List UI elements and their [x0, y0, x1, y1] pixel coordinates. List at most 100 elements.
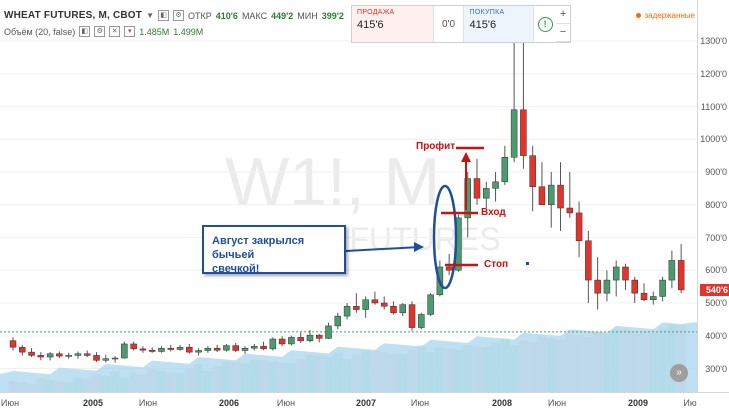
time-tick-label: Июн — [138, 398, 158, 408]
remove-volume-icon[interactable]: ✕ — [109, 26, 121, 37]
time-tick-label: Июн — [410, 398, 430, 408]
gear-icon[interactable]: ⚙ — [173, 10, 185, 21]
buy-label: ПОКУПКА — [469, 9, 505, 16]
info-button[interactable]: ! — [534, 6, 556, 42]
candle-down — [566, 207, 574, 214]
open-label: ОТКР — [188, 10, 212, 21]
hide-volume-icon[interactable]: ◧ — [79, 26, 91, 37]
candle-up — [223, 345, 230, 351]
candle-down — [390, 306, 397, 314]
candle-up — [204, 347, 212, 351]
callout-arrow — [345, 246, 421, 252]
symbol-title[interactable]: WHEAT FUTURES, M, CBOT — [4, 10, 143, 21]
candle-up — [306, 334, 314, 341]
candle-up — [650, 296, 657, 300]
price-tick-label: 400'0 — [705, 330, 727, 341]
candle-up — [158, 347, 165, 352]
watermark-symbol: W1!, M — [225, 144, 440, 220]
candle-down — [408, 304, 416, 328]
time-tick-label: Июн — [547, 398, 567, 408]
candle-up — [241, 347, 249, 351]
delayed-status: задержанные — [636, 11, 695, 20]
chart-legend: WHEAT FUTURES, M, CBOT ▼ ◧ ⚙ ОТКР 410'6 … — [0, 0, 360, 40]
price-tick-label: 300'0 — [705, 363, 727, 374]
delayed-label: задержанные — [644, 11, 695, 20]
chevron-down-icon[interactable]: ▼ — [146, 11, 155, 20]
trade-widget: ПРОДАЖА 415'6 0'0 ПОКУПКА 415'6 ! + − — [351, 5, 571, 43]
candle-down — [520, 109, 527, 156]
candle-down — [278, 338, 286, 345]
volume-layer — [0, 322, 697, 392]
candle-up — [603, 279, 611, 294]
candle-down — [677, 260, 685, 291]
candle-down — [371, 299, 379, 304]
sell-button[interactable]: ПРОДАЖА 415'6 — [352, 6, 434, 42]
candles-layer — [9, 21, 685, 363]
last-price-tag: 540'6 — [700, 283, 729, 296]
candle-up — [547, 184, 555, 206]
price-axis[interactable]: 300'0 400'0 500'0 600'0 700'0 800'0 900'0 1000'… — [697, 0, 729, 392]
entry-label: Вход — [481, 207, 506, 218]
marker-dot — [526, 262, 529, 265]
candle-down — [557, 184, 564, 209]
candle-up — [325, 325, 332, 339]
candle-down — [167, 347, 175, 350]
callout-box: Август закрылся бычьей свечкой! — [202, 225, 346, 275]
candle-up — [362, 299, 369, 310]
time-tick-label: 2005 — [82, 398, 104, 408]
candle-up — [492, 181, 499, 189]
candle-up — [46, 353, 54, 358]
stop-label: Стоп — [484, 259, 509, 270]
candle-down — [139, 348, 147, 351]
hide-icon[interactable]: ◧ — [158, 10, 170, 21]
quantity-plus-button[interactable]: + — [556, 6, 570, 24]
candle-up — [74, 353, 82, 356]
quantity-minus-button[interactable]: − — [556, 24, 570, 42]
price-tick-label: 700'0 — [705, 232, 727, 243]
candle-up — [399, 304, 407, 314]
callout-arrowhead-icon — [414, 242, 424, 252]
candle-down — [622, 266, 629, 281]
symbol-row: WHEAT FUTURES, M, CBOT ▼ ◧ ⚙ ОТКР 410'6 … — [4, 10, 344, 21]
volume-indicator-label[interactable]: Объём (20, false) — [4, 26, 76, 37]
open-value: 410'6 — [215, 10, 238, 21]
highlight-ellipse — [432, 184, 458, 290]
volume-settings-icon[interactable]: ⚙ — [94, 26, 106, 37]
candle-down — [315, 334, 323, 339]
low-label: МИН — [297, 10, 318, 21]
buy-price: 415'6 — [469, 19, 497, 31]
candle-up — [418, 314, 425, 328]
grid — [0, 40, 697, 369]
candle-down — [9, 340, 17, 348]
volume-value-1: 1.485M — [139, 26, 170, 37]
target-arrowhead-icon — [461, 152, 471, 162]
candle-down — [538, 186, 546, 206]
candle-down — [37, 355, 45, 358]
candle-up — [102, 358, 110, 361]
candle-down — [353, 306, 360, 310]
time-tick-label: Ию — [683, 398, 697, 408]
time-axis[interactable]: Июн 2005 Июн 2006 Июн 2007 Июн 2008 Июн 2009 Ию — [0, 392, 729, 416]
candle-down — [83, 353, 91, 356]
candle-up — [510, 109, 518, 158]
candle-down — [631, 279, 639, 294]
buy-button[interactable]: ПОКУПКА 415'6 — [464, 6, 535, 42]
info-icon: ! — [537, 16, 553, 32]
candle-up — [501, 157, 509, 183]
candle-up — [483, 188, 490, 199]
chevron-right-icon[interactable]: » — [670, 364, 688, 382]
candle-down — [445, 266, 453, 271]
candle-up — [65, 355, 72, 357]
candle-down — [130, 343, 137, 350]
candle-down — [380, 302, 388, 307]
candle-down — [186, 346, 193, 353]
more-volume-icon[interactable]: ▾ — [124, 26, 136, 37]
candle-up — [334, 315, 342, 327]
candle-up — [111, 357, 119, 360]
spread-value: 0'0 — [434, 6, 465, 42]
candle-down — [575, 212, 583, 242]
price-chart-plot[interactable]: W1!, M WHEAT FUTURES — [0, 0, 697, 392]
candle-down — [297, 337, 304, 341]
candle-down — [260, 345, 267, 350]
